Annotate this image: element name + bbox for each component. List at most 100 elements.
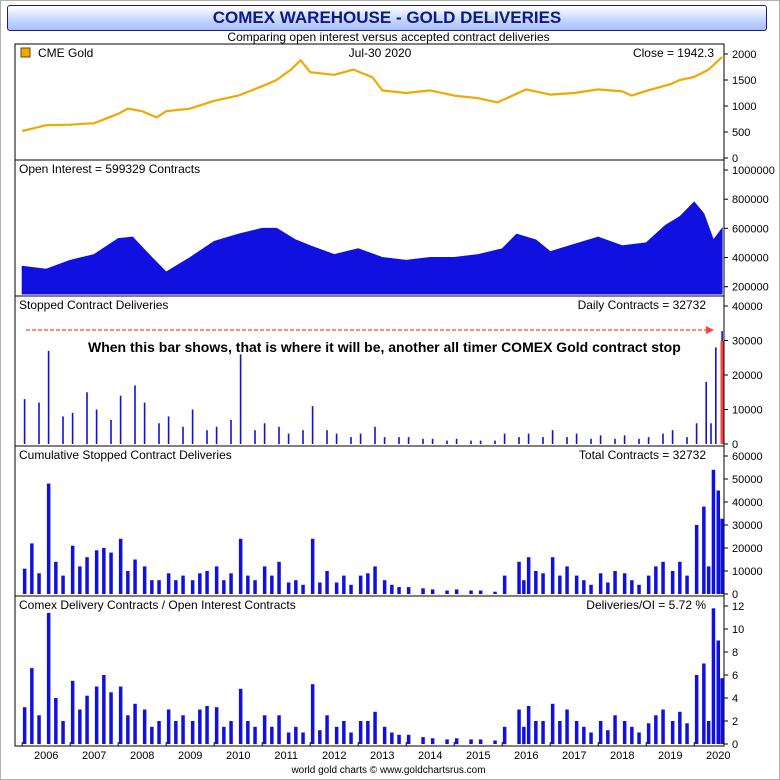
xtick-label-2008: 2008 [130, 750, 154, 762]
delivery-ratio-bar [517, 709, 521, 744]
delivery-ratio-ytick-label: 8 [732, 647, 738, 659]
daily-deliveries-bar [398, 437, 400, 444]
delivery-ratio-bar [181, 715, 185, 745]
daily-deliveries-bar [686, 437, 688, 444]
delivery-ratio-bar [366, 721, 370, 744]
delivery-ratio-bar [613, 715, 617, 745]
cumulative-deliveries-bar [382, 580, 387, 594]
cumulative-deliveries-bar [397, 587, 401, 594]
delivery-ratio-bar [469, 739, 473, 744]
cumulative-deliveries-bar [142, 566, 147, 594]
delivery-ratio-bar [94, 686, 99, 744]
chart-footer: world gold charts © www.goldchartsrus.co… [291, 765, 486, 776]
daily-deliveries-bar [431, 438, 434, 444]
delivery-ratio-bar [382, 726, 387, 745]
daily-deliveries-bar [638, 438, 640, 444]
delivery-ratio-bar [277, 715, 281, 745]
delivery-ratio-ytick-label: 6 [732, 670, 738, 682]
cumulative-deliveries-bar [606, 582, 610, 594]
cumulative-deliveries-bar [582, 580, 586, 594]
open-interest-ytick-label: 200000 [732, 282, 769, 294]
cumulative-deliveries-bar [493, 591, 497, 594]
daily-deliveries-bar [455, 438, 458, 444]
cumulative-deliveries-bar [720, 518, 724, 594]
delivery-ratio-bar [574, 721, 579, 744]
daily-deliveries-bar [527, 433, 530, 444]
xtick-label-2007: 2007 [82, 750, 106, 762]
daily-deliveries-bar [134, 385, 136, 444]
delivery-ratio-bar [430, 738, 435, 745]
delivery-ratio-bar [670, 721, 675, 744]
cumulative-deliveries-bar [70, 545, 75, 594]
cumulative-deliveries-bar [706, 566, 711, 594]
cumulative-deliveries-bar [517, 561, 521, 594]
daily-deliveries-bar [167, 416, 170, 444]
delivery-ratio-bar [582, 726, 586, 745]
xtick-label-2010: 2010 [226, 750, 250, 762]
delivery-ratio-label: Comex Delivery Contracts / Open Interest… [19, 598, 296, 612]
cumulative-deliveries-bar [133, 559, 137, 594]
daily-deliveries-bar [422, 438, 424, 444]
xtick-label-2011: 2011 [274, 750, 298, 762]
daily-deliveries-bar [311, 406, 314, 444]
delivery-ratio-bar [22, 707, 27, 744]
delivery-ratio-panel-border [14, 595, 725, 747]
cumulative-deliveries-bar [286, 582, 291, 594]
price-panel-border [14, 43, 725, 161]
cumulative-deliveries-bar [670, 571, 675, 594]
daily-deliveries-ytick-label: 30000 [732, 336, 763, 348]
cumulative-deliveries-ytick-label: 10000 [732, 566, 763, 578]
xtick-label-2019: 2019 [658, 750, 682, 762]
daily-deliveries-bar [710, 423, 712, 444]
cumulative-deliveries-bar [574, 575, 579, 594]
delivery-ratio-value-label: Deliveries/OI = 5.72 % [586, 598, 706, 612]
delivery-ratio-bar [390, 732, 394, 744]
cumulative-deliveries-bar [694, 525, 699, 594]
cumulative-deliveries-bar [373, 566, 377, 594]
cumulative-deliveries-bar [277, 561, 281, 594]
daily-deliveries-bar [647, 437, 650, 444]
delivery-ratio-bar [589, 732, 593, 744]
delivery-ratio-bar [720, 678, 724, 744]
cumulative-deliveries-bar [310, 538, 315, 594]
xtick-label-2017: 2017 [562, 750, 586, 762]
cumulative-deliveries-bar [541, 573, 545, 594]
daily-deliveries-label: Stopped Contract Deliveries [19, 298, 168, 312]
cumulative-deliveries-bar [174, 580, 178, 594]
delivery-ratio-bar [54, 698, 58, 744]
daily-deliveries-bar [239, 354, 242, 444]
delivery-ratio-bar [421, 737, 425, 744]
daily-deliveries-bar [715, 347, 717, 444]
cumulative-deliveries-bar [109, 552, 113, 594]
daily-deliveries-bar [23, 399, 26, 444]
delivery-ratio-bar [61, 721, 65, 744]
xtick-label-2009: 2009 [178, 750, 202, 762]
daily-deliveries-bar [110, 419, 112, 444]
daily-deliveries-bar [503, 433, 506, 444]
daily-deliveries-bar [551, 430, 554, 444]
delivery-ratio-bar [685, 723, 689, 744]
delivery-ratio-bar [270, 726, 274, 745]
daily-deliveries-bar [86, 392, 88, 445]
cumulative-deliveries-bar [366, 573, 370, 594]
price-date-label: Jul-30 2020 [349, 46, 412, 60]
cumulative-deliveries-bar [685, 575, 689, 594]
daily-deliveries-bar [119, 395, 122, 444]
cumulative-deliveries-bar [711, 469, 716, 594]
price-close-label: Close = 1942.3 [633, 46, 714, 60]
xtick-label-2020: 2020 [706, 750, 730, 762]
daily-deliveries-bar [302, 430, 304, 444]
chart-subtitle: Comparing open interest versus accepted … [227, 30, 550, 44]
cumulative-deliveries-bar [406, 587, 411, 594]
daily-deliveries-ytick-label: 40000 [732, 301, 763, 313]
price-series-line [21, 56, 723, 133]
delivery-ratio-bar [678, 711, 682, 744]
delivery-ratio-bar [565, 709, 569, 744]
delivery-ratio-bar [711, 608, 716, 744]
daily-deliveries-bar [623, 435, 626, 444]
cumulative-deliveries-bar [78, 566, 82, 594]
delivery-ratio-bar [109, 692, 113, 745]
daily-deliveries-bar [71, 412, 74, 444]
cumulative-deliveries-bar [102, 548, 106, 594]
delivery-ratio-bar [246, 721, 250, 744]
